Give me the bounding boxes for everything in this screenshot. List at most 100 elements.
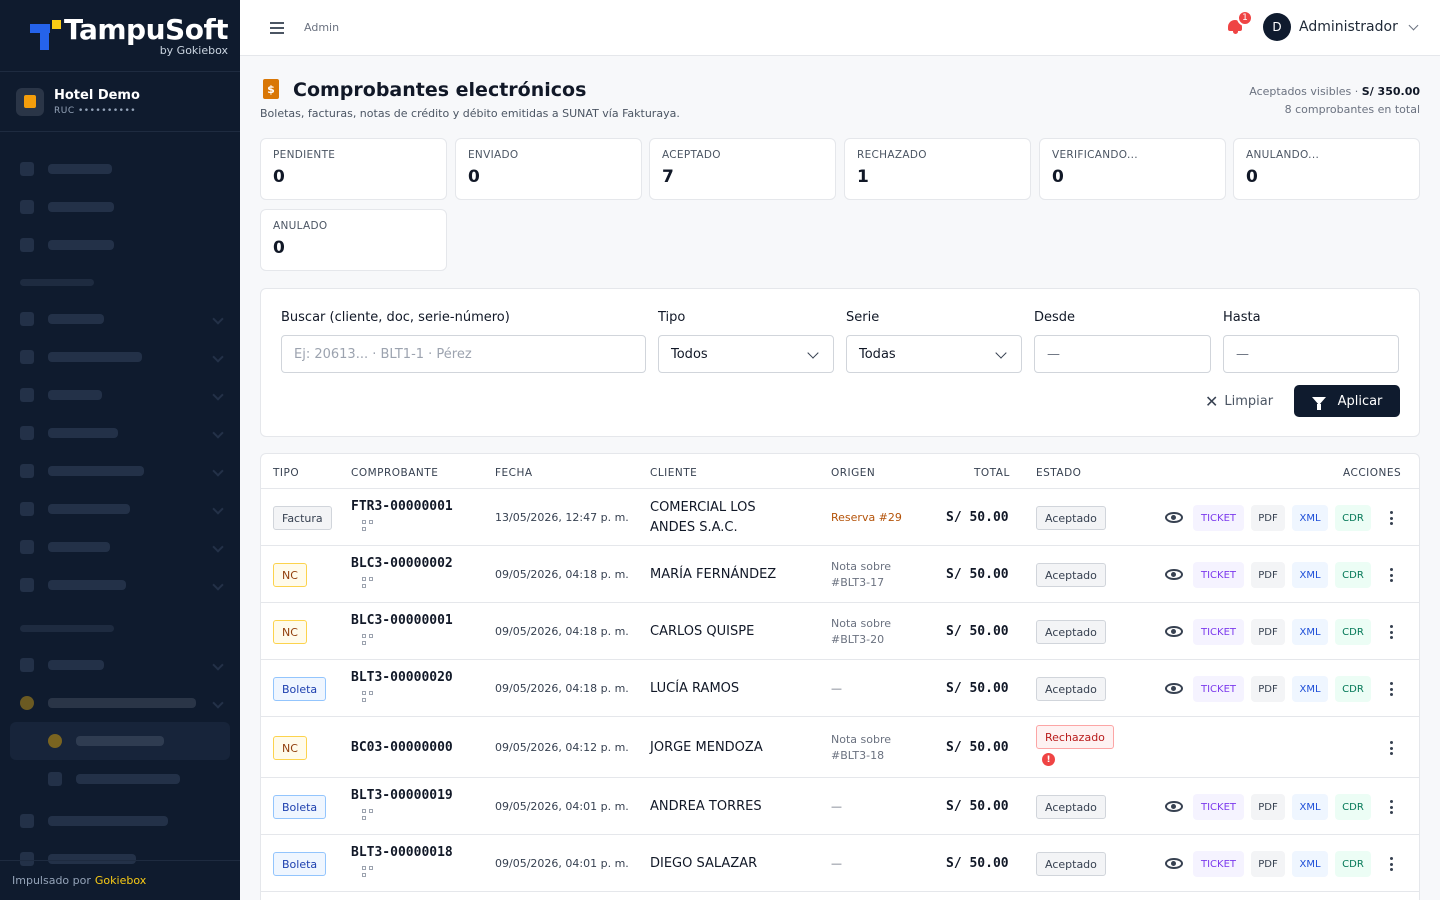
sidebar-item[interactable] (0, 226, 240, 264)
stat-card-anulado[interactable]: ANULADO 0 (260, 209, 447, 271)
more-vertical-icon[interactable] (1390, 800, 1394, 814)
sidebar-subitem-comprobantes[interactable] (10, 722, 230, 760)
xml-button[interactable]: XML (1292, 851, 1328, 877)
pdf-button[interactable]: PDF (1251, 794, 1285, 820)
comprobante-number[interactable]: BLT3-00000019 (351, 788, 453, 803)
view-eye-icon[interactable] (1165, 626, 1183, 637)
view-eye-icon[interactable] (1165, 569, 1183, 580)
qr-icon[interactable] (362, 520, 374, 532)
stat-card-enviado[interactable]: ENVIADO 0 (455, 138, 642, 200)
pdf-button[interactable]: PDF (1251, 505, 1285, 531)
stat-card-aceptado[interactable]: ACEPTADO 7 (649, 138, 836, 200)
desde-date-input[interactable]: — (1034, 335, 1211, 373)
tipo-select[interactable]: Todos (658, 335, 834, 373)
header-origen[interactable]: ORIGEN (831, 467, 876, 479)
sidebar-item[interactable] (0, 150, 240, 188)
ticket-button[interactable]: TICKET (1193, 562, 1244, 588)
cdr-button[interactable]: CDR (1335, 794, 1371, 820)
ticket-button[interactable]: TICKET (1193, 619, 1244, 645)
clear-filters-button[interactable]: ✕ Limpiar (1205, 385, 1273, 417)
xml-button[interactable]: XML (1292, 505, 1328, 531)
hamburger-menu-icon[interactable] (270, 21, 284, 34)
sidebar-item[interactable] (0, 840, 240, 878)
view-eye-icon[interactable] (1165, 683, 1183, 694)
more-vertical-icon[interactable] (1390, 511, 1394, 525)
header-fecha[interactable]: FECHA (495, 467, 533, 479)
table-row[interactable]: NC BLC3-00000001 09/05/2026, 04:18 p. m. CA… (261, 603, 1419, 660)
sidebar-item[interactable] (0, 646, 240, 684)
table-row[interactable]: NC BC03-00000000 09/05/2026, 04:12 p. m. JO… (261, 717, 1419, 778)
bell-icon[interactable] (1228, 18, 1242, 35)
more-vertical-icon[interactable] (1390, 741, 1394, 755)
qr-icon[interactable] (362, 866, 374, 878)
apply-filters-button[interactable]: Aplicar (1294, 385, 1400, 417)
more-vertical-icon[interactable] (1390, 568, 1394, 582)
sidebar-item[interactable] (0, 414, 240, 452)
table-row[interactable]: Boleta BLT3-00000020 09/05/2026, 04:18 p. … (261, 660, 1419, 717)
comprobante-number[interactable]: BLT3-00000020 (351, 670, 453, 685)
header-comprobante[interactable]: COMPROBANTE (351, 467, 439, 479)
cdr-button[interactable]: CDR (1335, 851, 1371, 877)
sidebar-item[interactable] (0, 802, 240, 840)
pdf-button[interactable]: PDF (1251, 676, 1285, 702)
more-vertical-icon[interactable] (1390, 625, 1394, 639)
comprobante-number[interactable]: BLC3-00000002 (351, 556, 453, 571)
hotel-selector[interactable]: Hotel Demo RUC •••••••••• (0, 72, 240, 132)
header-tipo[interactable]: TIPO (273, 467, 300, 479)
more-vertical-icon[interactable] (1390, 857, 1394, 871)
view-eye-icon[interactable] (1165, 801, 1183, 812)
sidebar-item[interactable] (0, 566, 240, 604)
qr-icon[interactable] (362, 809, 374, 821)
sidebar-item[interactable] (0, 452, 240, 490)
sidebar-item[interactable] (0, 338, 240, 376)
header-cliente[interactable]: CLIENTE (650, 467, 698, 479)
sidebar-item[interactable] (0, 490, 240, 528)
search-input[interactable]: Ej: 20613... · BLT1-1 · Pérez (281, 335, 646, 373)
sidebar-item[interactable] (0, 188, 240, 226)
qr-icon[interactable] (362, 577, 374, 589)
error-icon[interactable]: ! (1042, 753, 1055, 766)
qr-icon[interactable] (362, 691, 374, 703)
serie-select[interactable]: Todas (846, 335, 1022, 373)
header-total[interactable]: TOTAL (974, 467, 1010, 479)
ticket-button[interactable]: TICKET (1193, 794, 1244, 820)
stat-card-verificando[interactable]: VERIFICANDO... 0 (1039, 138, 1226, 200)
table-row[interactable]: Factura FTR3-00000001 13/05/2026, 12:47 p.… (261, 489, 1419, 546)
more-vertical-icon[interactable] (1390, 682, 1394, 696)
comprobante-number[interactable]: BC03-00000000 (351, 740, 453, 755)
xml-button[interactable]: XML (1292, 794, 1328, 820)
table-row[interactable]: Boleta BLT3-00000018 09/05/2026, 04:01 p. … (261, 835, 1419, 892)
brand-logo[interactable]: TampuSoft by Gokiebox (0, 0, 240, 72)
ticket-button[interactable]: TICKET (1193, 505, 1244, 531)
pdf-button[interactable]: PDF (1251, 619, 1285, 645)
view-eye-icon[interactable] (1165, 512, 1183, 523)
stat-card-rechazado[interactable]: RECHAZADO 1 (844, 138, 1031, 200)
table-row[interactable]: Boleta BLT3-00000019 09/05/2026, 04:01 p. … (261, 778, 1419, 835)
pdf-button[interactable]: PDF (1251, 851, 1285, 877)
sidebar-item[interactable] (0, 300, 240, 338)
header-estado[interactable]: ESTADO (1036, 467, 1082, 479)
sidebar-subitem[interactable] (0, 760, 240, 798)
comprobante-number[interactable]: BLT3-00000018 (351, 845, 453, 860)
cdr-button[interactable]: CDR (1335, 619, 1371, 645)
cdr-button[interactable]: CDR (1335, 676, 1371, 702)
table-row[interactable]: NC BLC3-00000002 09/05/2026, 04:18 p. m. MA… (261, 546, 1419, 603)
ticket-button[interactable]: TICKET (1193, 676, 1244, 702)
view-eye-icon[interactable] (1165, 858, 1183, 869)
stat-card-pendiente[interactable]: PENDIENTE 0 (260, 138, 447, 200)
cdr-button[interactable]: CDR (1335, 505, 1371, 531)
stat-card-anulando[interactable]: ANULANDO... 0 (1233, 138, 1420, 200)
gokiebox-link[interactable]: Gokiebox (94, 874, 147, 887)
comprobante-number[interactable]: BLC3-00000001 (351, 613, 453, 628)
qr-icon[interactable] (362, 634, 374, 646)
xml-button[interactable]: XML (1292, 619, 1328, 645)
ticket-button[interactable]: TICKET (1193, 851, 1244, 877)
sidebar-item[interactable] (0, 528, 240, 566)
pdf-button[interactable]: PDF (1251, 562, 1285, 588)
sidebar-item-facturacion[interactable] (0, 684, 240, 722)
xml-button[interactable]: XML (1292, 562, 1328, 588)
sidebar-item[interactable] (0, 376, 240, 414)
hasta-date-input[interactable]: — (1223, 335, 1399, 373)
cdr-button[interactable]: CDR (1335, 562, 1371, 588)
comprobante-number[interactable]: FTR3-00000001 (351, 499, 453, 514)
